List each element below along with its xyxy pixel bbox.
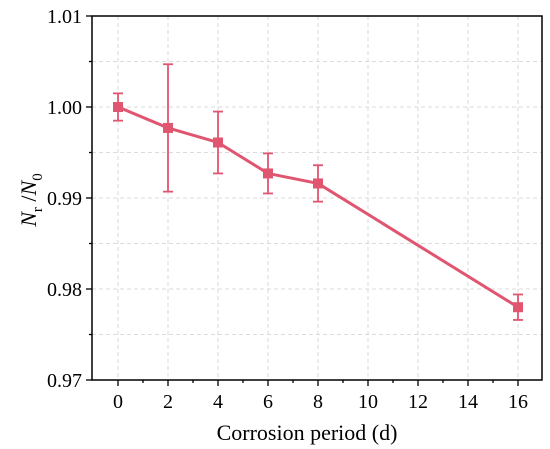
series xyxy=(113,63,523,321)
y-tick-label: 0.98 xyxy=(47,279,82,301)
x-axis-title: Corrosion period (d) xyxy=(217,420,398,445)
x-tick-label: 16 xyxy=(508,391,528,413)
x-tick-label: 2 xyxy=(163,391,173,413)
x-tick-label: 10 xyxy=(358,391,378,413)
data-point xyxy=(513,302,523,313)
data-point xyxy=(213,137,223,148)
tick-labels: 0 2 4 6 8 10 12 14 16 0.97 0.98 0.99 1.00 1.01 xyxy=(47,6,528,413)
x-tick-label: 6 xyxy=(263,391,273,413)
x-tick-label: 8 xyxy=(313,391,323,413)
y-tick-label: 1.01 xyxy=(47,6,82,28)
data-point xyxy=(113,102,123,112)
y-axis-title-base1: N xyxy=(16,211,41,228)
data-point xyxy=(163,122,173,133)
y-axis-title-sub1: r xyxy=(30,207,46,212)
y-axis-title-base2: N xyxy=(16,179,41,196)
x-tick-label: 4 xyxy=(213,391,223,413)
data-point xyxy=(263,168,273,179)
x-tick-label: 12 xyxy=(408,391,428,413)
y-axis-title-sub2: 0 xyxy=(30,173,46,181)
data-point xyxy=(313,178,323,189)
x-tick-label: 14 xyxy=(458,391,478,413)
y-axis-title: Nr /N0 xyxy=(16,173,46,228)
y-axis-title-sep: / xyxy=(16,195,41,208)
x-tick-label: 0 xyxy=(113,391,123,413)
y-tick-label: 1.00 xyxy=(47,97,82,119)
y-tick-label: 0.97 xyxy=(47,370,82,392)
series-line xyxy=(117,105,519,309)
grid xyxy=(92,16,542,380)
axis-ticks xyxy=(86,15,519,386)
y-tick-label: 0.99 xyxy=(47,188,82,210)
